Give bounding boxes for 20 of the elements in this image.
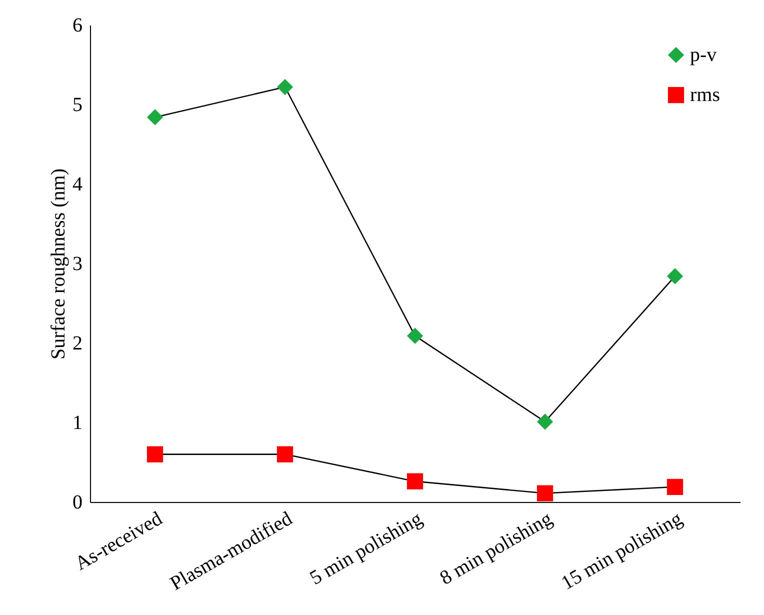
point bbox=[666, 478, 684, 495]
y-tick-label: 5 bbox=[72, 94, 82, 116]
y-tick-label: 3 bbox=[72, 253, 82, 275]
y-tick-label: 0 bbox=[72, 492, 82, 514]
point bbox=[536, 485, 554, 502]
y-tick-label: 2 bbox=[72, 332, 82, 354]
legend-label: p-v bbox=[690, 44, 717, 66]
y-tick-label: 1 bbox=[72, 412, 82, 434]
point bbox=[406, 473, 424, 490]
point bbox=[536, 414, 554, 430]
point bbox=[276, 446, 294, 462]
y-tick-label: 6 bbox=[72, 14, 82, 36]
y-tick-label: 4 bbox=[72, 174, 82, 196]
point bbox=[146, 446, 164, 462]
legend-label: rms bbox=[690, 84, 720, 106]
point bbox=[276, 78, 294, 96]
point bbox=[146, 109, 164, 126]
y-axis-title: Surface roughness (nm) bbox=[48, 168, 70, 360]
point bbox=[666, 268, 684, 284]
point bbox=[406, 328, 424, 344]
